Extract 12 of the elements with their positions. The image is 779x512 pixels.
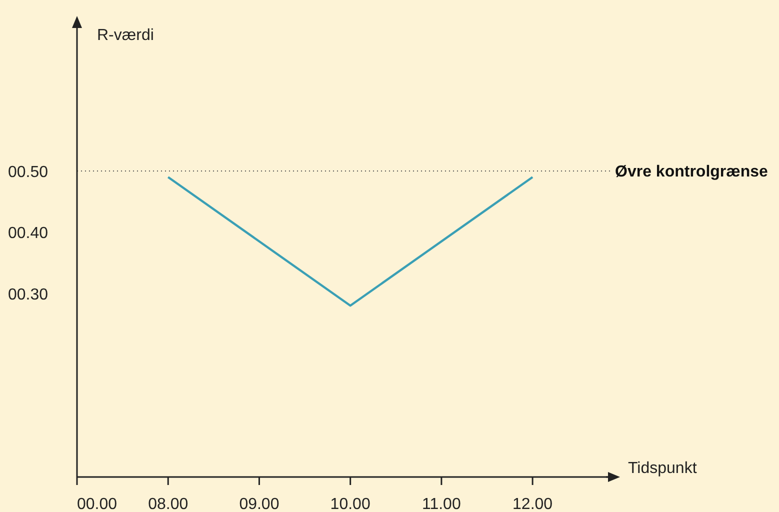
- x-axis-title: Tidspunkt: [628, 460, 698, 477]
- y-axis-title: R-værdi: [97, 27, 154, 44]
- y-tick-label: 00.50: [8, 164, 48, 181]
- x-tick-label: 08.00: [148, 496, 188, 512]
- x-tick-label: 09.00: [239, 496, 280, 512]
- y-tick-label: 00.30: [8, 286, 48, 304]
- x-tick-label: 00.00: [76, 496, 118, 512]
- x-tick-label: 11.00: [422, 496, 461, 512]
- x-tick-label: 12.00: [512, 496, 553, 512]
- ref-line-label: Øvre kontrolgrænse: [615, 164, 768, 181]
- x-tick-label: 10.00: [330, 496, 370, 512]
- y-tick-label: 00.40: [8, 225, 48, 242]
